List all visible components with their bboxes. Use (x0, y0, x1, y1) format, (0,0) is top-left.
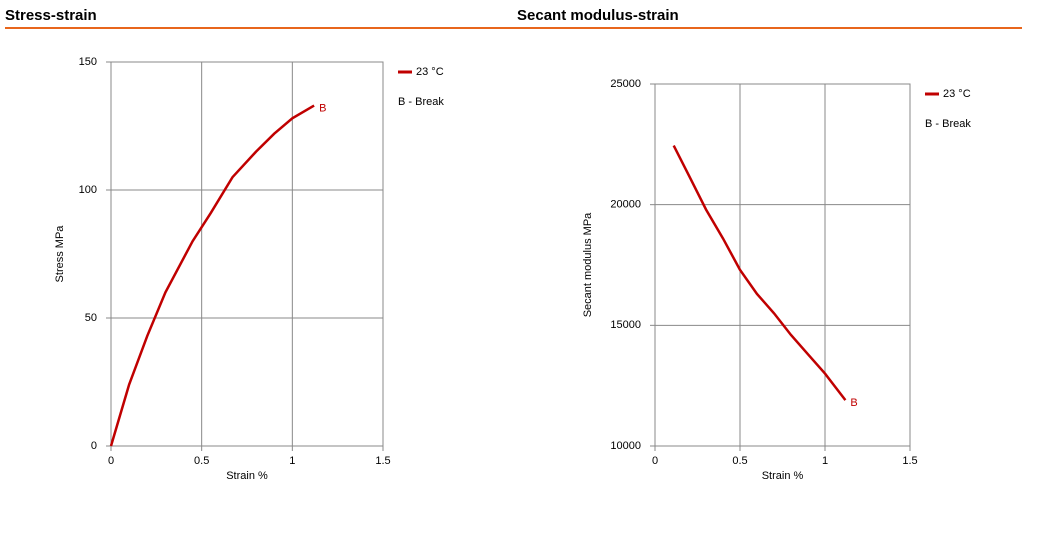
x-tick-label: 0.5 (194, 455, 209, 467)
plot-frame (654, 83, 911, 447)
plot-frame (110, 61, 384, 447)
end-annotation: B (319, 102, 326, 114)
x-tick-label: 1.5 (375, 455, 390, 467)
x-tick-label: 0 (108, 455, 114, 467)
end-annotation: B (850, 397, 857, 409)
x-axis-label: Strain % (762, 470, 804, 482)
x-tick-label: 0.5 (732, 455, 747, 467)
x-tick-label: 1 (289, 455, 295, 467)
y-tick-label: 150 (79, 56, 97, 68)
legend-note: B - Break (925, 118, 971, 130)
legend-label: 23 °C (416, 66, 444, 78)
chart-title: Secant modulus-strain (517, 7, 679, 24)
chart-title: Stress-strain (5, 7, 97, 24)
y-tick-label: 0 (91, 440, 97, 452)
series-line (672, 144, 847, 401)
y-axis-label: Secant modulus MPa (582, 212, 594, 317)
y-axis-label: Stress MPa (54, 225, 66, 283)
y-tick-label: 10000 (610, 440, 641, 452)
y-tick-label: 50 (85, 312, 97, 324)
x-tick-label: 0 (652, 455, 658, 467)
x-axis-label: Strain % (226, 470, 268, 482)
legend-note: B - Break (398, 96, 444, 108)
x-tick-label: 1 (822, 455, 828, 467)
y-tick-label: 25000 (610, 78, 641, 90)
y-tick-label: 100 (79, 184, 97, 196)
y-tick-label: 15000 (610, 319, 641, 331)
x-tick-label: 1.5 (902, 455, 917, 467)
series-line (109, 104, 315, 447)
legend-label: 23 °C (943, 88, 971, 100)
y-tick-label: 20000 (610, 199, 641, 211)
